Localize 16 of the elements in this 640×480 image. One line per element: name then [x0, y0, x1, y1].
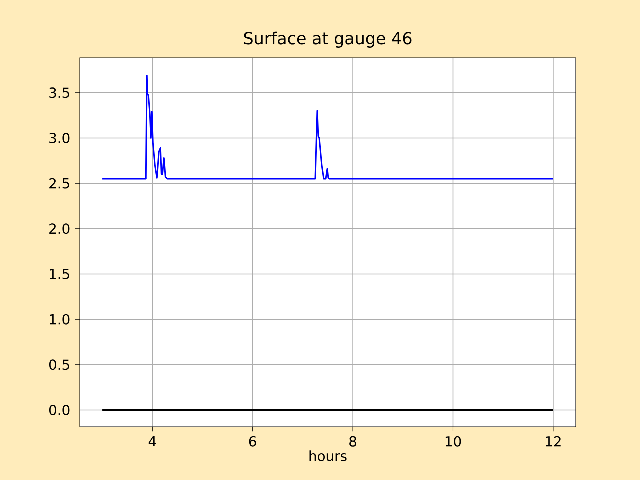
x-tick-label: 6 — [249, 436, 256, 447]
line-series — [102, 74, 554, 180]
y-tick-label: 0.0 — [49, 404, 70, 416]
x-tick-label: 8 — [350, 436, 356, 447]
y-tick-label: 0.5 — [49, 360, 70, 370]
x-axis-title: hours — [310, 450, 347, 462]
x-tick-label: 4 — [148, 436, 156, 446]
y-tick-label: 1.0 — [50, 314, 70, 325]
y-tick-label: 3.0 — [50, 132, 70, 144]
y-tick-label: 1.5 — [50, 269, 70, 280]
y-tick-label: 3.5 — [50, 88, 70, 98]
y-tick-label: 2.0 — [50, 224, 70, 234]
x-tick-label: 12 — [546, 436, 561, 447]
x-tick-label: 10 — [446, 436, 462, 447]
chart-title: Surface at gauge 46 — [244, 32, 412, 48]
y-tick-label: 2.5 — [50, 178, 70, 189]
